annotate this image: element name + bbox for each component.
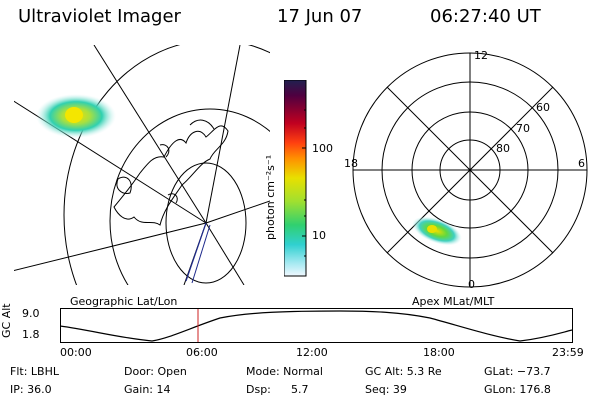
seq-info: Seq: 39 [365,383,407,396]
coastline [189,119,215,130]
geo-meridian [205,200,270,224]
polar-panel-label: Apex MLat/MLT [412,295,495,308]
time-tick-0600: 06:00 [186,346,218,359]
geo-panel-label: Geographic Lat/Lon [70,295,178,308]
aurora-emission-polar-core [427,225,437,233]
coastline [116,176,132,194]
altitude-ymin-label: 1.8 [22,328,40,341]
coastline [167,193,178,204]
dsp-value: 5.7 [291,383,309,396]
time-tick-0000: 00:00 [60,346,92,359]
polar-dial: 12 18 6 0 60 70 80 [344,49,588,291]
glat-info: GLat: −73.7 [484,365,551,378]
mlat-label-70: 70 [516,122,530,135]
filter-info: Flt: LBHL [10,365,59,378]
geo-meridian [205,45,241,224]
colorbar-tick-100: 100 [312,142,333,155]
glon-info: GLon: 176.8 [484,383,551,396]
geo-meridian [205,222,245,285]
time-tick-2359: 23:59 [552,346,584,359]
dsp-label: Dsp: [246,383,271,396]
altitude-plot [60,308,573,343]
geo-meridian [93,45,207,224]
time-tick-1800: 18:00 [423,346,455,359]
instrument-title: Ultraviolet Imager [18,6,181,27]
gain-info: Gain: 14 [124,383,171,396]
door-info: Door: Open [124,365,187,378]
colorbar-unit-label: photon cm⁻²s⁻¹ [264,154,277,240]
ip-info: IP: 36.0 [10,383,52,396]
aurora-emission-polar [412,216,462,246]
time-tick-1200: 12:00 [296,346,328,359]
gc-alt-info: GC Alt: 5.3 Re [365,365,442,378]
colorbar-tick-10: 10 [312,229,326,242]
mlt-label-12: 12 [474,49,488,62]
satellite-track-2 [191,224,211,284]
mlat-label-80: 80 [496,142,510,155]
mlt-label-6: 6 [578,157,585,170]
mlt-label-0: 0 [468,278,475,291]
mlat-label-60: 60 [536,101,550,114]
date-label: 17 Jun 07 [277,6,363,27]
coastline [159,144,170,158]
geo-lat-circle [63,45,270,285]
satellite-track [185,222,207,282]
altitude-ylabel: GC Alt [0,303,13,338]
altitude-curve [60,310,573,342]
geo-meridian [14,222,207,272]
geo-lat-circle [109,108,270,285]
mlt-label-18: 18 [344,157,358,170]
colorbar [284,80,307,277]
time-label: 06:27:40 UT [430,6,541,27]
geo-lat-circle [165,162,247,284]
geographic-map-panel [14,45,270,285]
coastline [113,125,229,226]
mode-info: Mode: Normal [246,365,323,378]
altitude-ymax-label: 9.0 [22,307,40,320]
aurora-emission-core [65,107,83,123]
